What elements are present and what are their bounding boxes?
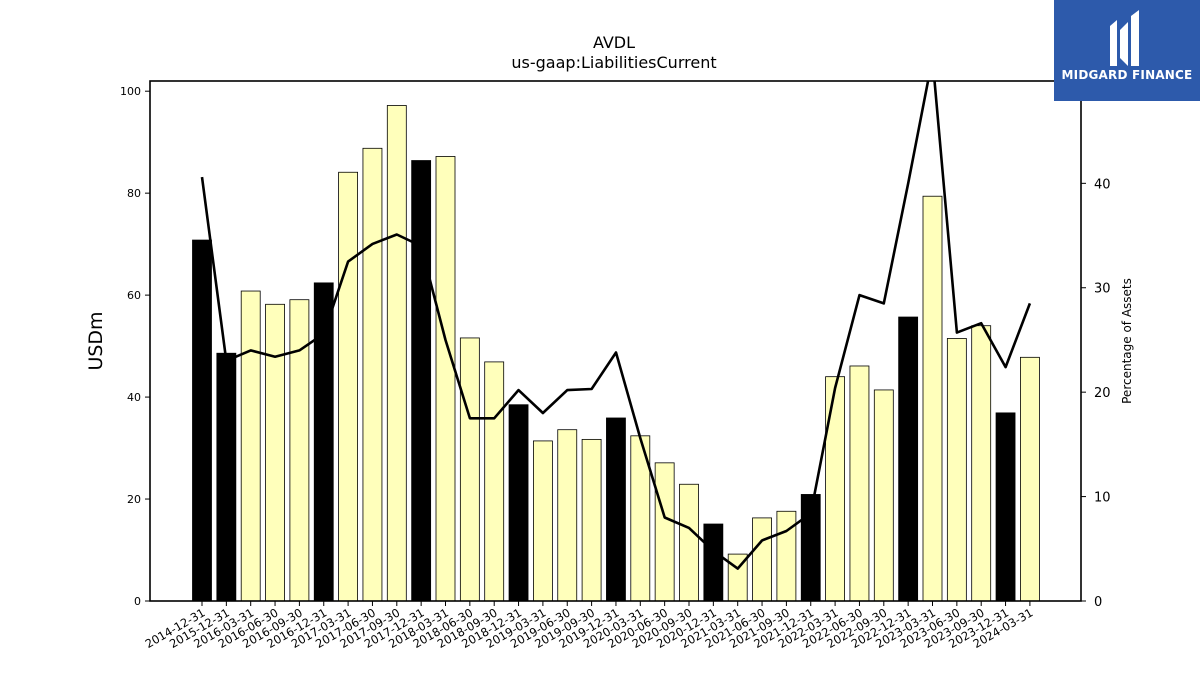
- bar: [581, 438, 602, 602]
- bar: [265, 303, 285, 602]
- bar: [825, 376, 845, 602]
- bar: [873, 389, 894, 602]
- bar: [192, 239, 212, 602]
- bar: [508, 404, 529, 602]
- axes-group: 0204060801000102030402014-12-312015-12-3…: [120, 80, 1111, 651]
- y-tick-label: 40: [127, 391, 141, 404]
- midgard-finance-logo: MIDGARD FINANCE: [1054, 0, 1200, 101]
- bar: [362, 147, 383, 602]
- chart-title: AVDL: [593, 33, 635, 52]
- y2-tick-label: 20: [1094, 386, 1111, 401]
- bar: [849, 365, 870, 602]
- bar: [216, 352, 237, 602]
- bar: [338, 171, 359, 602]
- bar: [1020, 356, 1040, 602]
- bar: [606, 417, 626, 602]
- bar: [557, 429, 578, 602]
- percentage-line: [200, 81, 1032, 570]
- y-tick-label: 80: [127, 187, 141, 200]
- y2-tick-label: 30: [1094, 282, 1111, 297]
- bar: [533, 440, 553, 602]
- bar: [946, 338, 967, 602]
- line-group: [200, 81, 1032, 570]
- y-tick-label: 0: [134, 595, 141, 608]
- y2-tick-label: 10: [1094, 491, 1111, 506]
- bar: [435, 156, 456, 602]
- bar: [752, 517, 772, 602]
- bar: [386, 105, 407, 602]
- y2-tick-label: 0: [1094, 595, 1102, 610]
- bar: [459, 337, 480, 602]
- chart-subtitle: us-gaap:LiabilitiesCurrent: [511, 53, 716, 72]
- bar: [995, 412, 1016, 602]
- bar: [654, 462, 675, 602]
- midgard-logo-icon: [1110, 10, 1139, 66]
- y-tick-label: 20: [127, 493, 141, 506]
- bar: [898, 316, 919, 602]
- bar: [240, 290, 261, 602]
- logo-text: MIDGARD FINANCE: [1061, 68, 1193, 82]
- y-tick-label: 100: [120, 85, 141, 98]
- bar: [411, 160, 432, 602]
- y2-tick-label: 40: [1094, 177, 1111, 192]
- bar: [679, 483, 699, 602]
- y-axis-label: USDm: [85, 311, 107, 370]
- bars-group: [192, 105, 1040, 602]
- bar: [484, 361, 505, 602]
- bar: [703, 523, 724, 602]
- bar: [971, 325, 992, 602]
- bar: [922, 195, 943, 602]
- y2-axis-label: Percentage of Assets: [1120, 278, 1134, 404]
- y-tick-label: 60: [127, 289, 141, 302]
